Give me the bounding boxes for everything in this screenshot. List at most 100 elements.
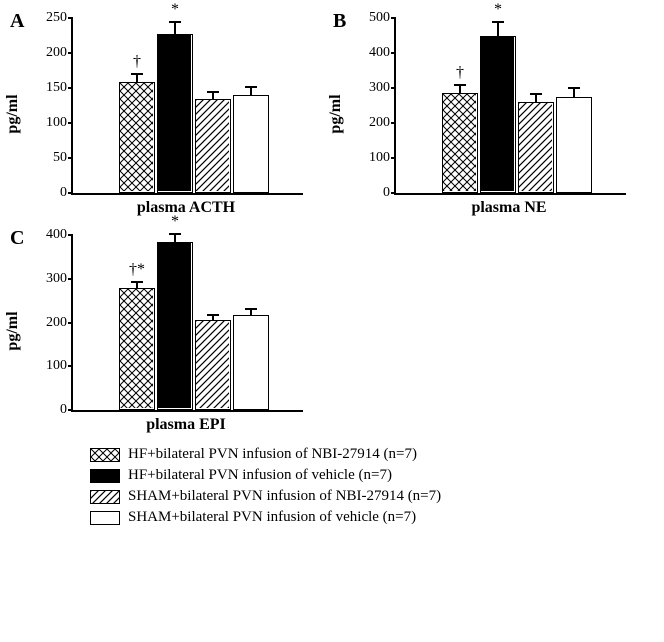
error-bar (212, 93, 214, 100)
bar: † (442, 93, 478, 193)
error-bar (459, 86, 461, 95)
legend: HF+bilateral PVN infusion of NBI-27914 (… (90, 446, 654, 526)
bar (233, 315, 269, 410)
error-bar (250, 310, 252, 316)
error-bar (573, 89, 575, 98)
legend-swatch (90, 511, 120, 525)
error-bar (535, 95, 537, 103)
legend-label: HF+bilateral PVN infusion of NBI-27914 (… (128, 446, 417, 463)
error-cap (207, 91, 219, 93)
legend-item: SHAM+bilateral PVN infusion of vehicle (… (90, 509, 654, 526)
y-tick-label: 200 (46, 315, 73, 331)
bar-fill (120, 83, 153, 191)
y-tick-label: 400 (46, 227, 73, 243)
y-tick-label: 200 (46, 45, 73, 61)
legend-swatch (90, 448, 120, 462)
bar-fill (557, 98, 590, 191)
significance-marker: * (171, 1, 179, 19)
panel-label: A (10, 10, 24, 33)
bar-fill (519, 103, 552, 191)
bar: * (480, 36, 516, 193)
y-tick-label: 0 (383, 185, 396, 201)
y-axis-label: pg/ml (327, 94, 345, 133)
error-cap (245, 86, 257, 88)
figure: Apg/ml050100150200250†*plasma ACTH Bpg/m… (10, 10, 654, 526)
error-cap (245, 308, 257, 310)
y-tick-label: 250 (46, 10, 73, 26)
y-tick-label: 50 (53, 150, 73, 166)
error-cap (169, 21, 181, 23)
legend-item: HF+bilateral PVN infusion of NBI-27914 (… (90, 446, 654, 463)
bar-fill (158, 243, 191, 408)
y-tick-label: 100 (369, 150, 396, 166)
y-tick-label: 0 (60, 402, 73, 418)
bar: †* (119, 288, 155, 411)
bar-fill (196, 321, 229, 408)
bars-group: †* (73, 18, 303, 193)
bar-fill (443, 94, 476, 191)
y-tick-label: 400 (369, 45, 396, 61)
panel-label: C (10, 227, 24, 250)
legend-item: SHAM+bilateral PVN infusion of NBI-27914… (90, 488, 654, 505)
bars-group: †* (396, 18, 626, 193)
legend-swatch (90, 469, 120, 483)
y-tick-label: 100 (46, 115, 73, 131)
significance-marker: †* (129, 261, 145, 279)
error-cap (530, 93, 542, 95)
y-axis-label: pg/ml (4, 311, 22, 350)
legend-swatch (90, 490, 120, 504)
error-cap (131, 73, 143, 75)
legend-label: SHAM+bilateral PVN infusion of vehicle (… (128, 509, 416, 526)
bar: * (157, 34, 193, 193)
error-bar (136, 283, 138, 288)
bar (195, 99, 231, 194)
panel-c: Cpg/ml0100200300400†**plasma EPI (10, 227, 303, 434)
x-axis-label: plasma EPI (71, 416, 301, 434)
bars-group: †** (73, 235, 303, 410)
legend-label: SHAM+bilateral PVN infusion of NBI-27914… (128, 488, 441, 505)
y-tick-label: 150 (46, 80, 73, 96)
plot-area: 050100150200250†* (71, 18, 303, 195)
error-bar (250, 88, 252, 96)
bar-fill (234, 96, 267, 191)
bar-fill (234, 316, 267, 408)
y-tick-label: 200 (369, 115, 396, 131)
error-cap (169, 233, 181, 235)
error-bar (136, 75, 138, 83)
legend-item: HF+bilateral PVN infusion of vehicle (n=… (90, 467, 654, 484)
panel-a: Apg/ml050100150200250†*plasma ACTH (10, 10, 303, 217)
error-cap (207, 314, 219, 316)
bar-fill (120, 289, 153, 409)
error-cap (492, 21, 504, 23)
error-bar (174, 23, 176, 36)
significance-marker: † (456, 64, 464, 82)
y-tick-label: 300 (46, 271, 73, 287)
y-tick-label: 500 (369, 10, 396, 26)
bar-fill (158, 35, 191, 191)
x-axis-label: plasma NE (394, 199, 624, 217)
y-axis-label: pg/ml (4, 94, 22, 133)
y-tick-label: 0 (60, 185, 73, 201)
legend-label: HF+bilateral PVN infusion of vehicle (n=… (128, 467, 392, 484)
y-tick-label: 300 (369, 80, 396, 96)
panel-label: B (333, 10, 346, 33)
bar (195, 320, 231, 410)
significance-marker: † (133, 53, 141, 71)
x-axis-label: plasma ACTH (71, 199, 301, 217)
bar (556, 97, 592, 193)
plot-area: 0100200300400†** (71, 235, 303, 412)
bar-fill (196, 100, 229, 192)
significance-marker: * (171, 213, 179, 231)
error-bar (212, 316, 214, 321)
y-tick-label: 100 (46, 358, 73, 374)
plot-area: 0100200300400500†* (394, 18, 626, 195)
significance-marker: * (494, 1, 502, 19)
bar: * (157, 242, 193, 410)
panel-b: Bpg/ml0100200300400500†*plasma NE (333, 10, 626, 217)
bar-fill (481, 37, 514, 191)
bar (518, 102, 554, 193)
bar (233, 95, 269, 193)
error-bar (497, 23, 499, 37)
error-cap (454, 84, 466, 86)
bar: † (119, 82, 155, 193)
